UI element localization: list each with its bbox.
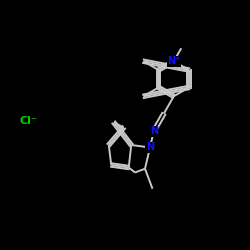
Text: N: N xyxy=(146,142,154,152)
Text: Cl⁻: Cl⁻ xyxy=(20,116,38,126)
Text: N: N xyxy=(150,126,158,136)
Text: N⁺: N⁺ xyxy=(167,56,180,66)
